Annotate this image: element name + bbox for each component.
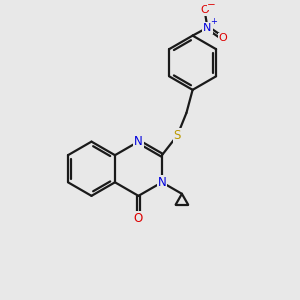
Text: S: S — [174, 129, 181, 142]
Text: O: O — [219, 34, 227, 44]
Text: N: N — [158, 176, 166, 189]
Text: −: − — [206, 0, 215, 10]
Text: O: O — [200, 5, 209, 16]
Text: N: N — [203, 22, 211, 33]
Text: N: N — [134, 135, 143, 148]
Text: O: O — [134, 212, 143, 225]
Text: +: + — [211, 17, 218, 26]
